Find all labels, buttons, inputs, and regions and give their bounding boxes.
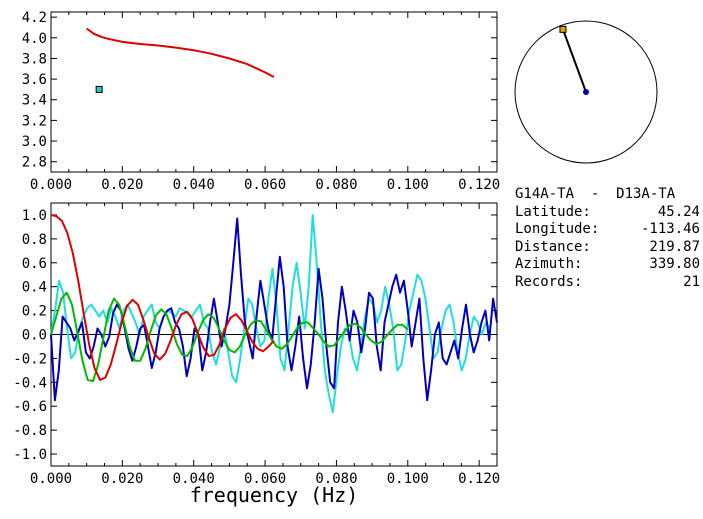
- top-y-tick-label: 3.8: [22, 51, 47, 67]
- top-x-tick-label: 0.000: [30, 177, 72, 193]
- top-x-tick-label: 0.120: [458, 177, 500, 193]
- info-row-azimuth: Azimuth: 339.80: [515, 256, 700, 272]
- bottom-y-tick-label: -0.6: [13, 399, 47, 415]
- bottom-y-tick-label: -0.4: [13, 375, 47, 391]
- bottom-x-tick-label: 0.040: [173, 471, 215, 487]
- bottom-y-tick-label: -0.8: [13, 423, 47, 439]
- azimuth-endpoint-marker: [559, 25, 567, 33]
- bottom-x-tick-label: 0.020: [101, 471, 143, 487]
- top-y-tick-label: 4.2: [22, 10, 47, 26]
- bottom-x-tick-label: 0.100: [387, 471, 429, 487]
- bottom-x-tick-label: 0.120: [458, 471, 500, 487]
- top-series-group: [86, 27, 275, 93]
- bottom-x-tick-label: 0.000: [30, 471, 72, 487]
- bottom-x-tick-label: 0.060: [244, 471, 286, 487]
- polar-center-marker: [583, 89, 589, 95]
- bottom-series-group: [50, 214, 498, 414]
- bottom-axes: 0.000 0.020 0.040 0.060 0.080 0.100 0.120 -1.0 -…: [13, 203, 500, 487]
- info-row-longitude: Longitude: -113.46: [515, 221, 700, 237]
- top-y-tick-label: 4.0: [22, 31, 47, 47]
- top-x-tick-label: 0.020: [101, 177, 143, 193]
- polar-circle: [514, 20, 658, 164]
- bottom-y-tick-label: 0.4: [22, 280, 47, 296]
- azimuth-line: [562, 29, 587, 93]
- top-x-tick-label: 0.100: [387, 177, 429, 193]
- top-plot-frame: [50, 11, 498, 173]
- bottom-series-line-0: [50, 214, 275, 381]
- bottom-y-tick-label: 1.0: [22, 208, 47, 224]
- top-y-tick-label: 2.8: [22, 155, 47, 171]
- bottom-series-line-3: [50, 214, 491, 414]
- top-x-tick-label: 0.040: [173, 177, 215, 193]
- top-series-line-0: [86, 27, 275, 78]
- info-row-distance: Distance: 219.87: [515, 238, 700, 255]
- top-x-tick-label: 0.060: [244, 177, 286, 193]
- station-info-panel: G14A-TA - D13A-TA Latitude: 45.24 Longitu…: [515, 186, 700, 291]
- bottom-y-tick-label: 0.0: [22, 328, 47, 344]
- bottom-x-tick-label: 0.080: [315, 471, 357, 487]
- bottom-y-tick-label: -0.2: [13, 351, 47, 367]
- top-y-tick-label: 3.0: [22, 134, 47, 150]
- top-y-tick-label: 3.4: [22, 93, 47, 109]
- top-y-tick-label: 3.2: [22, 113, 47, 129]
- info-row-latitude: Latitude: 45.24: [515, 203, 700, 220]
- info-row-records: Records: 21: [515, 273, 700, 290]
- x-axis-label: frequency (Hz): [190, 483, 359, 507]
- bottom-y-tick-label: -1.0: [13, 447, 47, 463]
- top-axes: 0.000 0.020 0.040 0.060 0.080 0.100 0.120 2.8 3.…: [22, 10, 501, 193]
- top-point-marker-0: [95, 85, 103, 93]
- bottom-y-tick-label: 0.8: [22, 232, 47, 248]
- bottom-series-line-1: [50, 291, 409, 383]
- bottom-y-tick-label: 0.6: [22, 256, 47, 272]
- top-y-tick-label: 3.6: [22, 72, 47, 88]
- top-x-tick-label: 0.080: [315, 177, 357, 193]
- bottom-y-tick-label: 0.2: [22, 304, 47, 320]
- bottom-series-line-2: [50, 217, 498, 402]
- station-pair-title: G14A-TA - D13A-TA: [515, 186, 676, 202]
- azimuth-polar-plot: [514, 20, 658, 164]
